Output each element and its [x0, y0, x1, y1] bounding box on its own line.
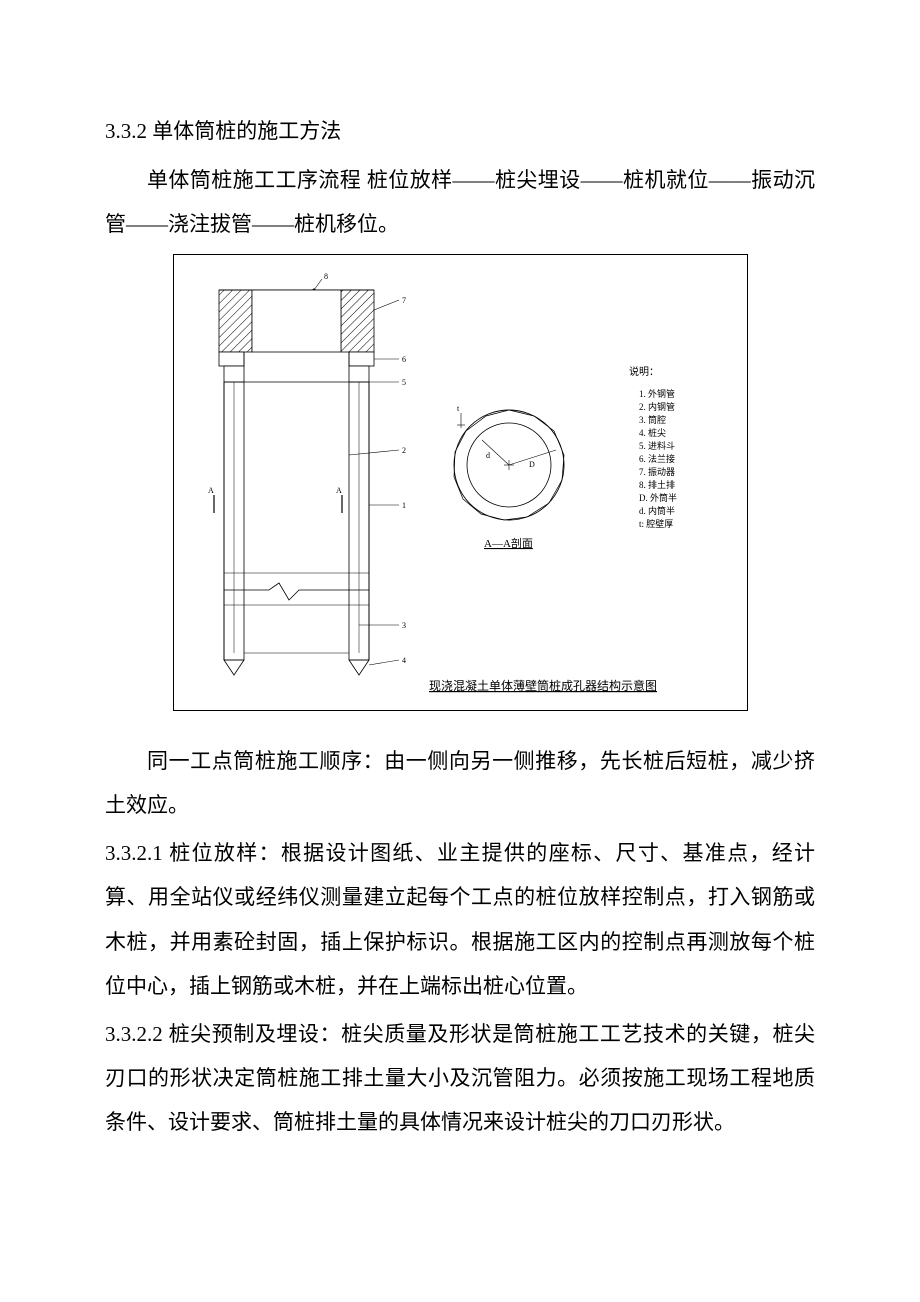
svg-text:A: A [336, 486, 342, 495]
svg-text:d: d [486, 451, 490, 460]
svg-text:2: 2 [402, 446, 406, 455]
leader-3: 3 [359, 621, 406, 630]
svg-text:t: t [457, 404, 460, 413]
leader-2: 2 [349, 446, 406, 455]
section-aa-label: A—A剖面 [484, 536, 533, 550]
leader-7: 7 [374, 296, 406, 310]
legend-item-6: 6. 法兰接 [639, 453, 675, 464]
svg-text:D: D [529, 460, 535, 469]
leader-1: 1 [369, 501, 406, 510]
svg-text:7: 7 [402, 296, 406, 305]
flange-right [349, 352, 374, 366]
svg-text:6: 6 [402, 355, 406, 364]
legend-item-5: 5. 进料斗 [639, 440, 675, 451]
svg-text:4: 4 [402, 656, 406, 665]
legend-item-9: D. 外筒半 [639, 492, 677, 503]
subsection-1: 3.3.2.1 桩位放样：根据设计图纸、业主提供的座标、尺寸、基准点，经计算、用… [105, 831, 815, 1007]
annotation-8: 8 [324, 272, 328, 281]
section-mark-right: A [336, 486, 342, 513]
vibrator-right-block [341, 290, 374, 352]
svg-text:3: 3 [402, 621, 406, 630]
legend-item-7: 7. 振动器 [639, 466, 675, 477]
pile-tip-left [224, 660, 244, 675]
diagram-caption: 现浇混凝土单体薄壁筒桩成孔器结构示意图 [429, 678, 657, 693]
legend-item-3: 3. 筒腔 [639, 414, 666, 425]
legend-item-8: 8. 排土排 [639, 479, 675, 490]
svg-text:5: 5 [402, 378, 406, 387]
vibrator-left-block [219, 290, 252, 352]
sequence-paragraph: 同一工点筒桩施工顺序：由一侧向另一侧推移，先长桩后短桩，减少挤土效应。 [105, 739, 815, 827]
vibrator-gap [252, 290, 341, 352]
hopper-step-right [349, 366, 369, 382]
legend-item-1: 1. 外钢管 [639, 388, 675, 399]
leader-5: 5 [369, 378, 406, 387]
flange-left [219, 352, 244, 366]
legend-item-11: t: 腔壁厚 [639, 518, 673, 529]
break-zig [224, 583, 369, 600]
leader-8 [314, 279, 322, 290]
pile-tip-right [349, 660, 369, 675]
section-heading: 3.3.2 单体筒桩的施工方法 [105, 110, 815, 152]
legend-item-2: 2. 内钢管 [639, 401, 675, 412]
process-paragraph: 单体筒桩施工工序流程 桩位放样——桩尖埋设——桩机就位——振动沉管——浇注拔管—… [105, 158, 815, 246]
legend-item-4: 4. 桩尖 [639, 427, 666, 438]
leader-4: 4 [369, 656, 406, 665]
subsection-1-label: 3.3.2.1 桩位放样： [105, 841, 281, 865]
pile-diagram: 8 A A [174, 255, 749, 710]
diagram-container: 8 A A [173, 254, 748, 711]
section-aa-circle: d D t [454, 404, 564, 520]
section-mark-left: A [208, 486, 214, 513]
legend-title: 说明： [629, 365, 659, 378]
legend-item-10: d. 内筒半 [639, 505, 675, 516]
hopper-step-left [224, 366, 244, 382]
leader-6: 6 [374, 355, 406, 364]
subsection-2-label: 3.3.2.2 桩尖预制及埋设： [105, 1022, 341, 1046]
svg-text:A: A [208, 486, 214, 495]
svg-text:1: 1 [402, 501, 406, 510]
subsection-2: 3.3.2.2 桩尖预制及埋设：桩尖质量及形状是筒桩施工工艺技术的关键，桩尖刃口… [105, 1012, 815, 1144]
